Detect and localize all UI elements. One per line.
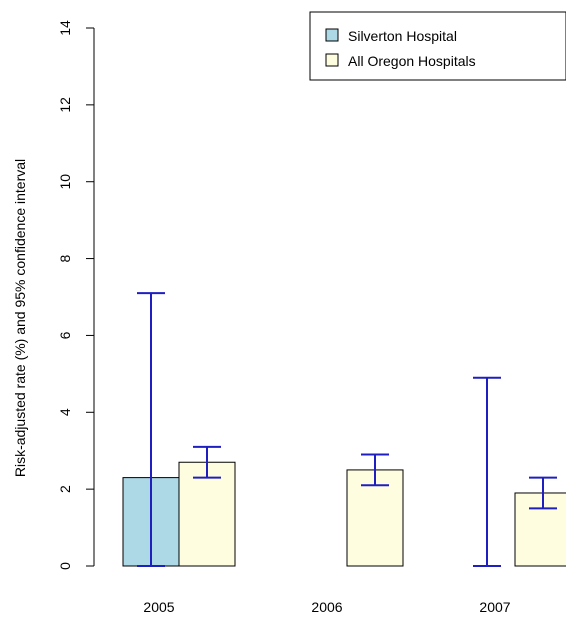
error-bar-all-oregon-2005 [193, 445, 221, 479]
legend-swatch-silverton [325, 28, 339, 42]
legend-label-silverton: Silverton Hospital [348, 28, 457, 44]
y-tick-label: 10 [57, 174, 73, 190]
y-axis: 0 2 4 6 8 10 12 14 [57, 20, 95, 570]
error-bar-silverton-2007 [473, 376, 501, 567]
y-tick-label: 0 [57, 562, 73, 570]
x-axis-labels: 2005 2006 2007 [143, 599, 510, 615]
x-label-2007: 2007 [479, 599, 510, 615]
error-bar-silverton-2005 [137, 292, 165, 567]
y-axis-label: Risk-adjusted rate (%) and 95% confidenc… [12, 159, 28, 477]
y-tick-label: 14 [57, 20, 73, 36]
error-bars [137, 292, 557, 567]
bars [122, 461, 566, 567]
bar-all-oregon-2005 [178, 461, 236, 567]
y-tick-label: 8 [57, 254, 73, 262]
y-tick-label: 4 [57, 408, 73, 416]
legend: Silverton Hospital All Oregon Hospitals [309, 11, 566, 81]
y-tick-label: 2 [57, 485, 73, 493]
legend-swatch-all-oregon [325, 53, 339, 67]
error-bar-all-oregon-2007 [529, 476, 557, 510]
x-label-2005: 2005 [143, 599, 174, 615]
legend-label-all-oregon: All Oregon Hospitals [348, 53, 476, 69]
bar-all-oregon-2007 [514, 492, 566, 567]
y-tick-label: 6 [57, 331, 73, 339]
y-tick-label: 12 [57, 97, 73, 113]
error-bar-all-oregon-2006 [361, 453, 389, 487]
x-label-2006: 2006 [311, 599, 342, 615]
legend-box [309, 11, 566, 81]
